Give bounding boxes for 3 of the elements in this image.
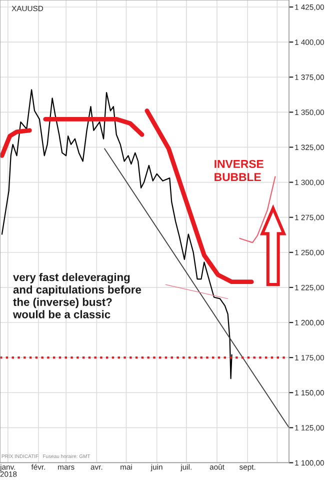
line-series bbox=[0, 128, 32, 158]
annotation: very fast deleveraging and capitulations before the (inverse) bust? would be a classic bbox=[12, 273, 142, 318]
annotation: INVERSE BUBBLE bbox=[214, 160, 264, 182]
